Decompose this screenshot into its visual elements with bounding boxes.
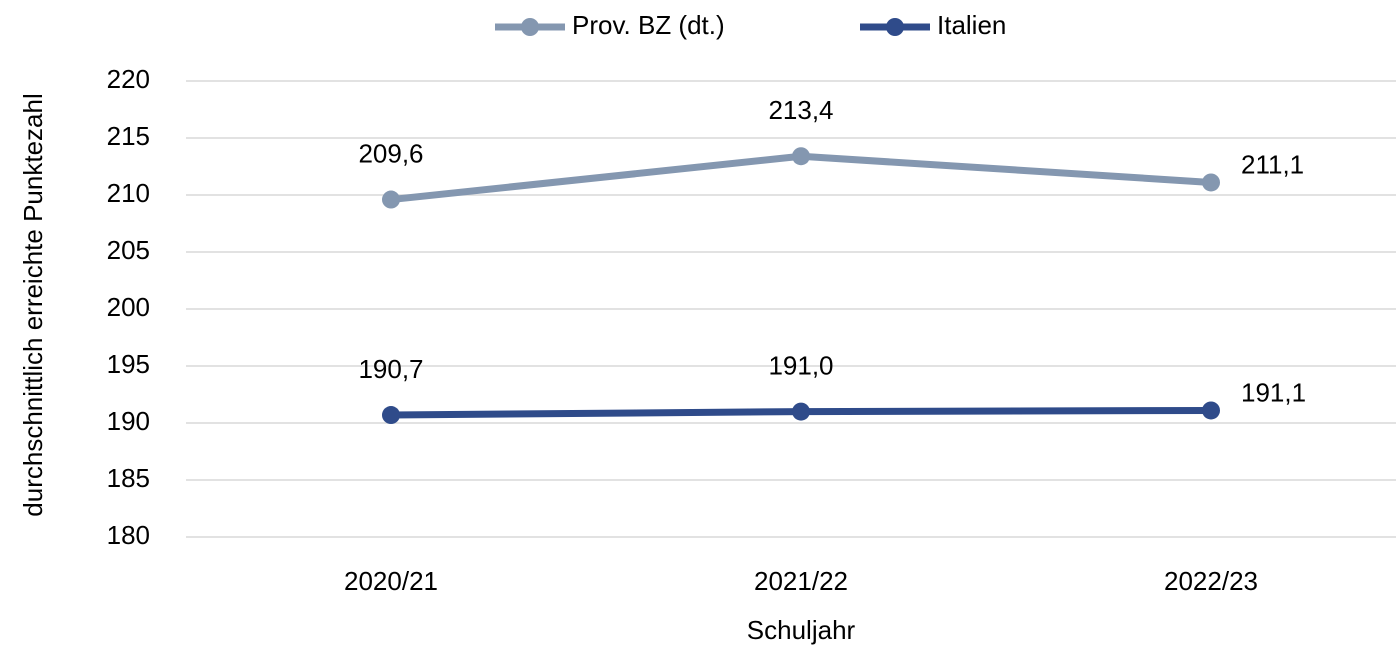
marker <box>382 190 400 209</box>
marker <box>1202 401 1220 420</box>
value-label: 209,6 <box>358 138 423 168</box>
y-tick-label: 210 <box>107 178 150 208</box>
y-tick-label: 220 <box>107 64 150 94</box>
legend-label: Prov. BZ (dt.) <box>572 10 725 40</box>
y-tick-label: 205 <box>107 235 150 265</box>
legend-label: Italien <box>937 10 1006 40</box>
value-label: 191,1 <box>1241 377 1306 407</box>
value-label: 191,0 <box>768 350 833 380</box>
marker <box>382 406 400 425</box>
y-tick-label: 180 <box>107 520 150 550</box>
y-tick-label: 190 <box>107 406 150 436</box>
legend-marker <box>886 18 904 36</box>
x-tick-label: 2022/23 <box>1164 566 1258 596</box>
x-tick-label: 2020/21 <box>344 566 438 596</box>
marker <box>792 147 810 166</box>
y-tick-label: 200 <box>107 292 150 322</box>
value-label: 211,1 <box>1241 149 1304 179</box>
value-label: 213,4 <box>768 95 833 125</box>
legend-marker <box>521 18 539 36</box>
marker <box>792 402 810 421</box>
value-label: 190,7 <box>358 354 423 384</box>
x-tick-label: 2021/22 <box>754 566 848 596</box>
y-tick-label: 195 <box>107 349 150 379</box>
y-tick-label: 215 <box>107 121 150 151</box>
y-tick-label: 185 <box>107 463 150 493</box>
y-axis-title: durchschnittlich erreichte Punktezahl <box>18 93 48 516</box>
x-axis-title: Schuljahr <box>747 615 856 645</box>
marker <box>1202 173 1220 192</box>
